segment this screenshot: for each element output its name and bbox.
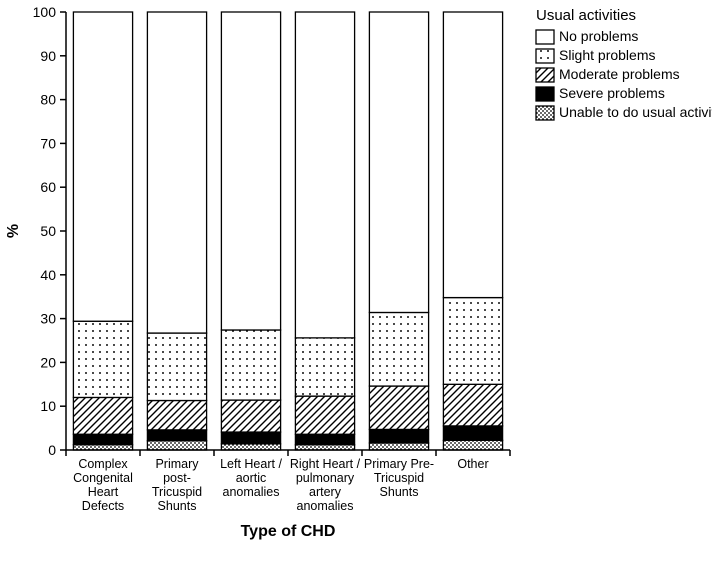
legend-title: Usual activities [536,7,636,24]
legend: Usual activities No problems Slight proble… [536,7,712,120]
y-tick-label: 70 [40,135,56,151]
bar-seg-slight [443,298,502,385]
x-category-label: Congenital [73,471,133,485]
x-category-label: Defects [82,499,124,513]
y-tick-label: 40 [40,267,56,283]
legend-swatch [536,106,554,120]
x-category-label: pulmonary [296,471,355,485]
bar-seg-no_problems [73,12,132,321]
legend-swatch [536,30,554,44]
x-category-label: Left Heart / [220,457,282,471]
bar-seg-severe [221,432,280,444]
bar-seg-moderate [73,397,132,434]
x-category-label: Primary [155,457,199,471]
legend-label: Slight problems [559,47,656,63]
y-tick-label: 80 [40,92,56,108]
bar-seg-moderate [295,396,354,434]
y-tick-label: 50 [40,223,56,239]
bar-seg-slight [295,338,354,396]
x-category-label: Complex [78,457,128,471]
bar-seg-severe [443,426,502,440]
chart-svg: 0 10 20 30 40 50 60 70 80 90 100% ComplexCongenital… [0,0,712,566]
y-tick-label: 100 [33,4,57,20]
legend-swatch [536,68,554,82]
x-axis-title: Type of CHD [241,523,336,540]
legend-label: No problems [559,28,638,44]
bar-seg-no_problems [221,12,280,330]
y-tick-label: 30 [40,311,56,327]
bar-seg-severe [369,429,428,443]
bar-seg-no_problems [147,12,206,333]
bar-seg-slight [221,330,280,400]
x-category-label: Shunts [380,485,419,499]
bar-seg-no_problems [443,12,502,298]
bar-seg-slight [73,321,132,397]
bar-seg-moderate [369,386,428,429]
legend-label: Moderate problems [559,66,680,82]
y-tick-label: 90 [40,48,56,64]
y-axis-title: % [5,224,22,238]
bar-seg-no_problems [369,12,428,312]
x-category-label: anomalies [223,485,280,499]
legend-label: Unable to do usual activities [559,104,712,120]
x-category-label: Primary Pre- [364,457,434,471]
x-category-label: Tricuspid [374,471,424,485]
stacked-bar-chart: 0 10 20 30 40 50 60 70 80 90 100% ComplexCongenital… [0,0,712,566]
x-category-label: post- [163,471,191,485]
bar-seg-unable [221,444,280,450]
y-tick-label: 20 [40,354,56,370]
bar-seg-unable [73,445,132,450]
y-tick-label: 0 [48,442,56,458]
bar-seg-slight [369,312,428,386]
bar-seg-unable [295,445,354,450]
bar-seg-unable [147,441,206,450]
bar-seg-moderate [147,401,206,430]
bar-seg-unable [443,440,502,450]
bar-seg-no_problems [295,12,354,338]
legend-swatch [536,49,554,63]
bar-seg-severe [73,434,132,445]
x-category-label: Right Heart / [290,457,361,471]
x-category-label: Tricuspid [152,485,202,499]
x-category-label: Shunts [158,499,197,513]
bar-seg-moderate [221,400,280,432]
x-category-label: Heart [88,485,119,499]
bar-seg-severe [295,434,354,445]
legend-swatch [536,87,554,101]
y-tick-label: 10 [40,398,56,414]
x-category-label: aortic [236,471,267,485]
bar-seg-unable [369,443,428,450]
x-category-label: anomalies [297,499,354,513]
y-tick-label: 60 [40,179,56,195]
bar-seg-severe [147,430,206,441]
bar-seg-slight [147,333,206,400]
x-category-label: artery [309,485,342,499]
bar-seg-moderate [443,384,502,426]
x-category-label: Other [457,457,488,471]
legend-label: Severe problems [559,85,665,101]
